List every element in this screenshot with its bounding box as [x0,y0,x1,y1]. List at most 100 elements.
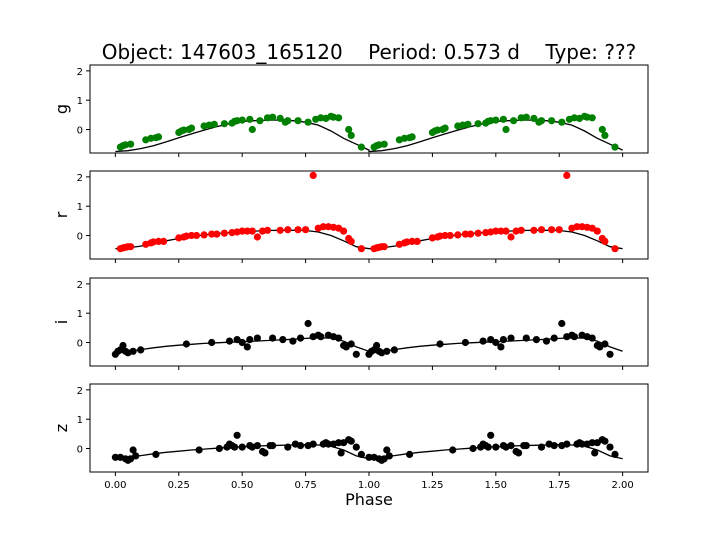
data-point-g [269,113,277,121]
data-point-r [187,231,196,240]
data-point-g [127,140,135,148]
data-point-g [588,114,596,122]
data-point-g [154,133,163,141]
data-point-i [532,336,541,344]
data-point-r [248,227,256,235]
data-point-z [324,440,332,448]
data-point-i [352,350,360,358]
data-point-z [550,442,558,450]
data-point-g [256,117,264,125]
data-point-r [492,227,500,235]
data-point-r [154,237,163,245]
data-point-g [492,116,500,124]
y-tick-label: 1 [77,96,83,107]
data-point-i [335,334,343,342]
data-point-g [441,124,449,132]
data-point-r [347,237,355,245]
data-point-z [215,444,223,453]
data-point-z [233,431,241,439]
data-point-i [499,336,507,344]
data-point-i [289,337,297,345]
y-tick-label: 2 [77,386,83,397]
data-point-g [246,115,254,123]
y-tick-label: 1 [77,202,83,213]
data-point-g [284,117,292,125]
data-point-r [357,245,365,253]
data-point-r [413,237,421,245]
data-point-z [385,452,393,460]
data-point-r [302,226,310,234]
data-point-i [208,338,216,347]
data-point-g [357,143,365,151]
data-point-r [454,231,462,239]
data-point-g [509,117,518,125]
data-point-r [200,231,208,239]
data-point-z [449,446,457,454]
data-point-r [127,243,135,251]
data-point-i [243,343,251,351]
data-point-z [284,443,292,451]
data-point-i [492,338,500,347]
panel-i: 0 1 2 i [52,277,649,370]
data-point-r [593,227,601,235]
data-point-g [548,117,556,125]
data-point-r [548,226,556,234]
x-tick-label: 1.75 [548,480,570,491]
data-point-z [522,442,530,450]
chart-title: Object: 147603_165120 Period: 0.573 d Ty… [101,40,637,64]
data-point-r [461,230,469,238]
data-point-i [225,337,234,345]
data-point-g [380,140,388,148]
y-tick-label: 1 [77,309,83,320]
data-point-g [474,120,482,128]
data-point-z [335,439,343,447]
data-point-r [530,226,538,234]
x-tick-label: 2.00 [612,480,634,491]
data-point-r [309,171,317,179]
data-point-z [231,443,239,451]
data-point-g [248,125,256,134]
panel-g: 0 1 2 g [52,64,649,157]
data-point-i [182,340,190,348]
data-point-r [446,231,454,240]
data-point-z [537,443,546,451]
data-point-z [611,450,619,458]
data-point-i [497,343,505,351]
data-point-i [601,340,609,348]
y-axis-label-g: g [52,104,71,114]
data-point-r [507,233,515,241]
data-point-i [253,334,261,342]
data-point-z [132,452,140,460]
data-point-i [373,341,381,350]
data-point-i [304,319,312,328]
data-point-r [243,227,251,235]
data-point-r [220,229,228,237]
data-point-g [522,113,530,121]
y-tick-label: 2 [77,67,83,78]
data-point-i [296,334,305,342]
data-point-i [317,333,325,341]
y-axis-label-r: r [52,211,71,218]
data-point-g [304,118,312,126]
data-point-r [213,230,221,238]
y-tick-label: 1 [77,415,83,426]
data-point-z [578,440,586,448]
data-point-z [591,449,599,457]
data-point-g [537,117,546,125]
data-point-g [611,143,619,151]
data-point-i [550,334,558,342]
data-point-g [345,125,353,134]
data-point-g [335,114,343,122]
y-axis-label-i: i [52,320,71,324]
data-point-z [487,431,495,439]
data-point-g [220,120,228,128]
data-point-g [598,125,606,134]
data-point-r [502,227,510,235]
data-point-z [296,442,305,450]
y-tick-label: 2 [77,173,83,184]
data-point-r [601,237,609,245]
panel-frame [89,170,649,260]
y-tick-label: 0 [77,445,83,456]
data-point-r [517,226,525,234]
data-point-z [357,450,365,458]
